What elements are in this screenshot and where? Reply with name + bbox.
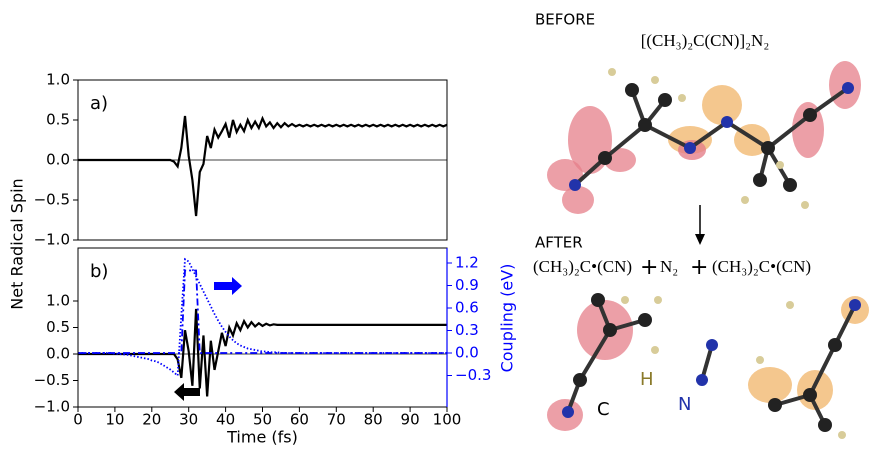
y2-tick-label: 1.2 bbox=[455, 254, 479, 272]
atom-label: N bbox=[678, 394, 691, 415]
x-tick-label: 30 bbox=[179, 411, 198, 429]
plus: + bbox=[690, 255, 708, 280]
series-line bbox=[78, 116, 447, 216]
y-tick-label: 0.0 bbox=[46, 345, 70, 363]
after-formula: N₂ bbox=[660, 257, 678, 276]
y-tick-label: 1.0 bbox=[46, 71, 70, 89]
y-tick-label: 0.0 bbox=[46, 151, 70, 169]
y-tick-label: 0.5 bbox=[46, 318, 70, 336]
figure: BEFORE [(CH₃)₂C(CN)]₂N₂ AFTER (CH₃)₂C•(C… bbox=[0, 0, 877, 447]
arrow bbox=[174, 383, 200, 401]
x-tick-label: 90 bbox=[401, 411, 420, 429]
before-label: BEFORE bbox=[535, 11, 595, 29]
x-tick-label: 80 bbox=[364, 411, 383, 429]
before-formula: [(CH₃)₂C(CN)]₂N₂ bbox=[641, 31, 770, 50]
panel-label: a) bbox=[90, 93, 108, 114]
x-tick-label: 70 bbox=[327, 411, 346, 429]
arrow bbox=[214, 277, 242, 295]
y2-tick-label: −0.3 bbox=[455, 366, 491, 384]
x-tick-label: 10 bbox=[105, 411, 124, 429]
after-formula: (CH₃)₂C•(CN) bbox=[712, 257, 811, 276]
plus: + bbox=[640, 255, 658, 280]
y-tick-label: −1.0 bbox=[34, 231, 70, 249]
x-tick-label: 50 bbox=[253, 411, 272, 429]
x-axis-label: Time (fs) bbox=[226, 428, 298, 447]
x-tick-label: 0 bbox=[73, 411, 83, 429]
after-label: AFTER bbox=[535, 234, 583, 252]
series-line bbox=[78, 259, 447, 375]
y2-tick-label: 0.0 bbox=[455, 344, 479, 362]
panel-label: b) bbox=[90, 261, 108, 282]
y2-tick-label: 0.9 bbox=[455, 276, 479, 294]
y-tick-label: −0.5 bbox=[34, 191, 70, 209]
y-tick-label: 0.5 bbox=[46, 111, 70, 129]
y2-tick-label: 0.3 bbox=[455, 321, 479, 339]
series-line bbox=[78, 271, 447, 354]
plot-frame bbox=[78, 248, 447, 407]
y-tick-label: 1.0 bbox=[46, 292, 70, 310]
y-tick-label: −0.5 bbox=[34, 371, 70, 389]
x-tick-label: 60 bbox=[290, 411, 309, 429]
atom-label: H bbox=[640, 369, 654, 390]
y2-tick-label: 0.6 bbox=[455, 299, 479, 317]
x-tick-label: 20 bbox=[142, 411, 161, 429]
x-tick-label: 100 bbox=[433, 411, 462, 429]
x-tick-label: 40 bbox=[216, 411, 235, 429]
molecule-art bbox=[547, 61, 869, 439]
y-axis-label: Net Radical Spin bbox=[8, 178, 27, 309]
y-tick-label: −1.0 bbox=[34, 398, 70, 416]
y2-axis-label: Coupling (eV) bbox=[498, 264, 517, 373]
after-formula: (CH₃)₂C•(CN) bbox=[533, 257, 632, 276]
atom-label: C bbox=[597, 399, 610, 420]
